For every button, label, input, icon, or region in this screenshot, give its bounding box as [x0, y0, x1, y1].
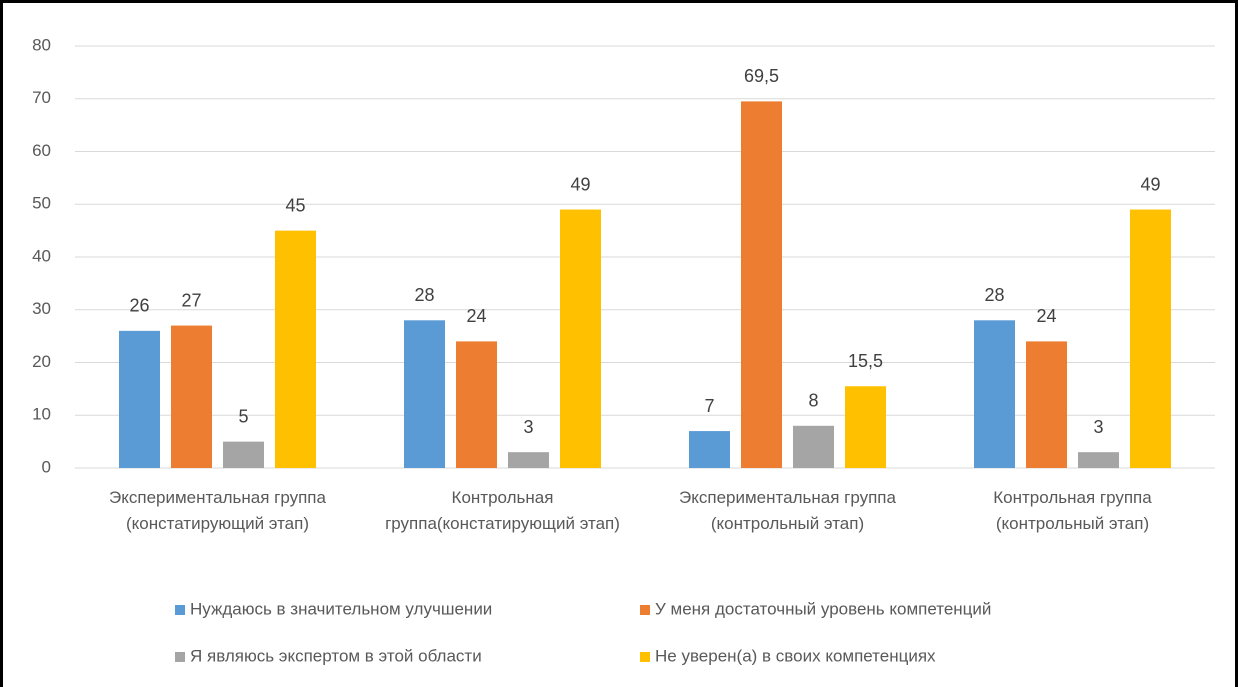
- bar: [741, 101, 782, 468]
- bar: [560, 209, 601, 468]
- data-label: 49: [570, 174, 590, 194]
- legend-swatch: [175, 605, 185, 615]
- legend-label: Нуждаюсь в значительном улучшении: [190, 599, 492, 618]
- data-label: 24: [1036, 306, 1056, 326]
- legend-label: Я являюсь экспертом в этой области: [190, 646, 482, 665]
- x-tick-label: Экспериментальная группа (констатирующий…: [109, 488, 326, 533]
- data-label: 3: [1093, 417, 1103, 437]
- data-label: 28: [414, 285, 434, 305]
- bar: [119, 330, 160, 468]
- y-tick-label: 40: [32, 246, 51, 265]
- bar: [1026, 341, 1067, 468]
- data-label: 28: [984, 285, 1004, 305]
- data-label: 69,5: [744, 66, 779, 86]
- bar: [1130, 209, 1171, 468]
- bar: [689, 431, 730, 468]
- x-tick-label: Контрольная группа (контрольный этап): [993, 488, 1152, 533]
- bar: [404, 320, 445, 468]
- bar: [275, 230, 316, 468]
- data-label: 7: [704, 396, 714, 416]
- y-tick-label: 30: [32, 299, 51, 318]
- y-tick-label: 80: [32, 35, 51, 54]
- legend-label: У меня достаточный уровень компетенций: [655, 599, 991, 618]
- y-tick-label: 60: [32, 141, 51, 160]
- bar: [508, 452, 549, 468]
- legend-swatch: [640, 652, 650, 662]
- bar: [223, 441, 264, 468]
- data-label: 27: [181, 290, 201, 310]
- y-tick-label: 20: [32, 352, 51, 371]
- y-tick-label: 70: [32, 88, 51, 107]
- x-tick-label: Контрольная группа(констатирующий этап): [385, 488, 620, 533]
- bar: [1078, 452, 1119, 468]
- bar: [974, 320, 1015, 468]
- y-tick-label: 50: [32, 194, 51, 213]
- data-label: 15,5: [848, 351, 883, 371]
- data-label: 3: [523, 417, 533, 437]
- data-label: 49: [1140, 174, 1160, 194]
- chart: 0 10 20 30 40 50 60 70 80 26 27 5 45 28 24 3 49 7 69,5 8 15,…: [32, 35, 1215, 665]
- data-label: 45: [285, 195, 305, 215]
- y-tick-label: 10: [32, 405, 51, 424]
- data-label: 5: [238, 406, 248, 426]
- legend-swatch: [640, 605, 650, 615]
- data-label: 24: [466, 306, 486, 326]
- x-tick-label: Экспериментальная группа (контрольный эт…: [679, 488, 896, 533]
- data-label: 26: [129, 296, 149, 316]
- legend-swatch: [175, 652, 185, 662]
- y-tick-label: 0: [42, 457, 51, 476]
- bar: [793, 425, 834, 468]
- legend-label: Не уверен(а) в своих компетенциях: [655, 646, 936, 665]
- bar: [845, 386, 886, 468]
- data-label: 8: [808, 391, 818, 411]
- bar: [171, 325, 212, 468]
- bar: [456, 341, 497, 468]
